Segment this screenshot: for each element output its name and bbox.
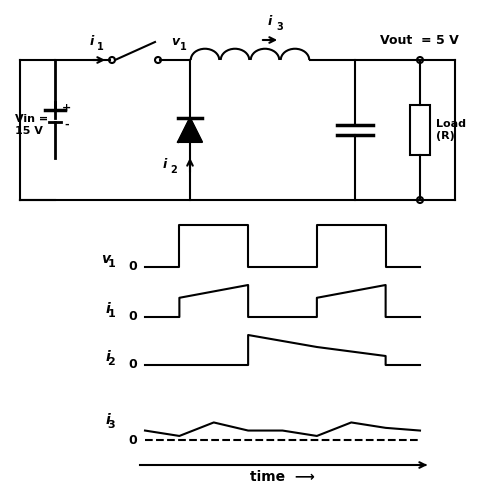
Bar [410, 105, 430, 155]
Text: v: v [171, 35, 179, 48]
Text: i: i [105, 302, 110, 316]
Text: i: i [105, 350, 110, 364]
Text: time  ⟶: time ⟶ [250, 470, 315, 484]
Text: Vout  = 5 V: Vout = 5 V [380, 34, 459, 47]
Text: i: i [163, 158, 167, 171]
Text: i: i [268, 15, 272, 28]
Text: 1: 1 [97, 42, 103, 52]
Text: 1: 1 [180, 42, 186, 52]
Polygon shape [178, 118, 202, 142]
Text: Load
(R): Load (R) [436, 119, 466, 141]
Text: Vin =
15 V: Vin = 15 V [15, 114, 48, 136]
Text: 2: 2 [107, 357, 115, 367]
Text: i: i [90, 35, 94, 48]
Text: 2: 2 [171, 165, 177, 175]
Text: 1: 1 [107, 259, 115, 269]
Text: 0: 0 [128, 358, 137, 372]
Text: i: i [105, 413, 110, 427]
Text: +: + [62, 103, 72, 113]
Text: 3: 3 [277, 22, 283, 32]
Text: v: v [101, 252, 110, 266]
Text: 0: 0 [128, 260, 137, 274]
Text: 0: 0 [128, 434, 137, 446]
Text: 0: 0 [128, 310, 137, 324]
Text: 3: 3 [108, 420, 115, 430]
Text: 1: 1 [107, 309, 115, 319]
Text: -: - [65, 120, 69, 130]
